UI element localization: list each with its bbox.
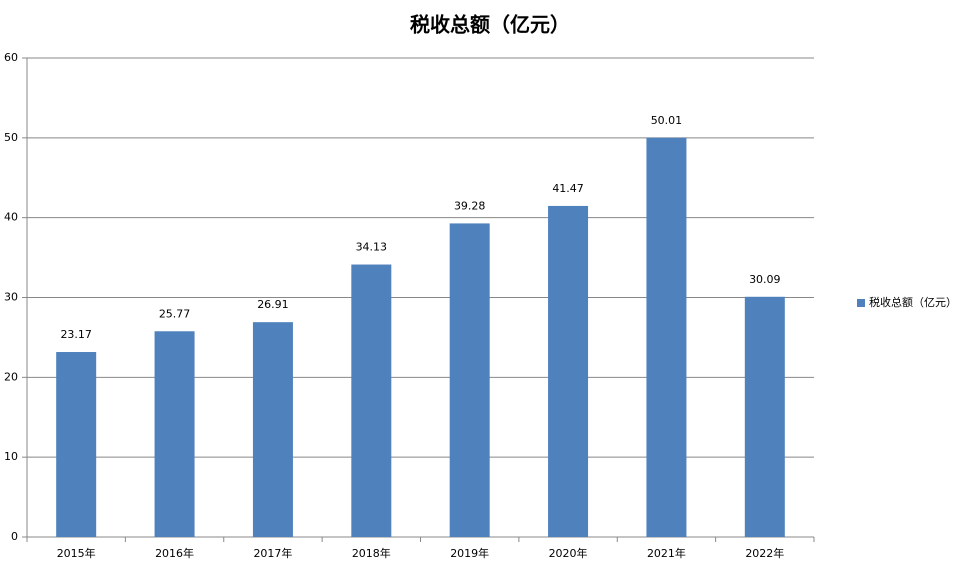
bar <box>351 264 392 537</box>
legend-label: 税收总额（亿元） <box>869 295 957 309</box>
bar <box>646 137 687 538</box>
x-tick-label: 2018年 <box>352 546 391 560</box>
y-tick-label: 40 <box>4 211 18 224</box>
x-tick-label: 2016年 <box>155 546 194 560</box>
y-tick-label: 0 <box>11 530 18 543</box>
value-label: 34.13 <box>356 241 388 254</box>
value-label: 39.28 <box>454 199 486 212</box>
bar <box>56 352 97 537</box>
value-label: 26.91 <box>257 298 289 311</box>
y-tick-label: 50 <box>4 131 18 144</box>
y-tick-label: 10 <box>4 450 18 463</box>
value-label: 25.77 <box>159 307 191 320</box>
bar <box>252 322 293 537</box>
bar <box>744 296 785 537</box>
x-tick-label: 2015年 <box>57 546 96 560</box>
bar <box>548 205 589 538</box>
value-label: 41.47 <box>552 182 584 195</box>
value-label: 30.09 <box>749 273 781 286</box>
chart-title: 税收总额（亿元） <box>410 13 570 37</box>
value-label: 23.17 <box>60 328 92 341</box>
y-tick-label: 20 <box>4 370 18 383</box>
value-label: 50.01 <box>651 114 683 127</box>
y-tick-label: 30 <box>4 291 18 304</box>
x-tick-label: 2017年 <box>253 546 292 560</box>
bar <box>154 331 195 537</box>
legend-swatch <box>857 299 865 307</box>
y-tick-label: 60 <box>4 51 18 64</box>
x-tick-label: 2020年 <box>549 546 588 560</box>
x-tick-label: 2019年 <box>450 546 489 560</box>
x-tick-label: 2021年 <box>647 546 686 560</box>
bar <box>449 223 490 537</box>
x-tick-label: 2022年 <box>745 546 784 560</box>
